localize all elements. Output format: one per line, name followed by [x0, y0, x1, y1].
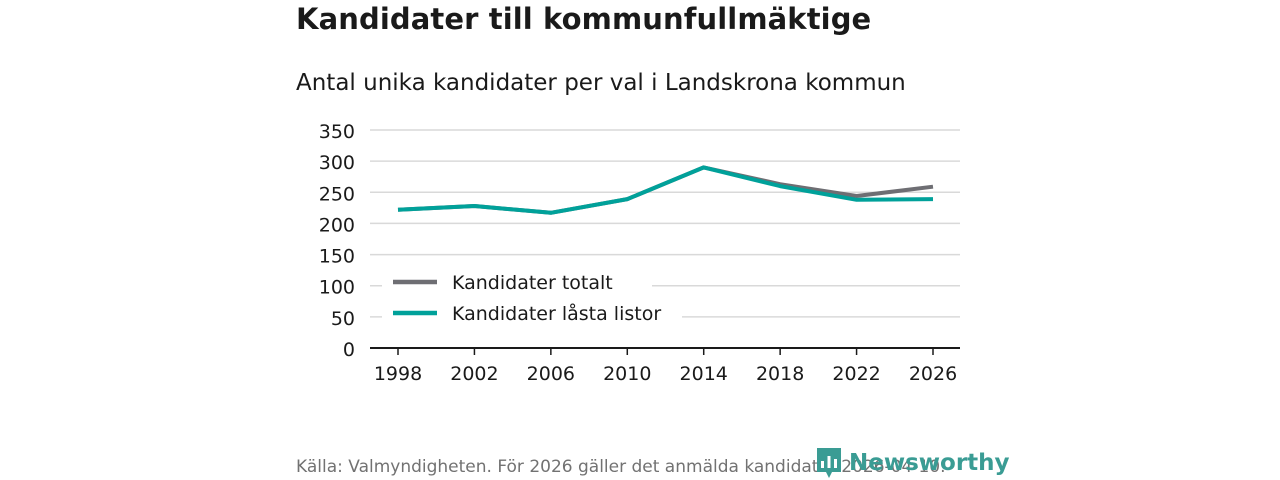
data-point	[778, 184, 782, 188]
y-tick-label: 100	[319, 277, 355, 299]
legend-label: Kandidater totalt	[452, 272, 613, 294]
data-point	[396, 208, 400, 212]
data-point	[855, 194, 859, 198]
legend: Kandidater totalt Kandidater låsta listor	[382, 267, 682, 328]
y-tick-label: 300	[319, 152, 355, 174]
series-kandidater-lasta-listor	[396, 165, 935, 215]
legend-label: Kandidater låsta listor	[452, 302, 661, 325]
x-tick-label: 2006	[527, 363, 575, 385]
data-point	[625, 197, 629, 201]
data-point	[472, 204, 476, 208]
chart-title: Kandidater till kommunfullmäktige	[296, 2, 872, 36]
y-tick-label: 150	[319, 246, 355, 268]
data-point	[931, 185, 935, 189]
y-tick-label: 250	[319, 183, 355, 205]
x-tick-label: 2010	[603, 363, 651, 385]
x-tick-label: 1998	[374, 363, 422, 385]
chart-subtitle: Antal unika kandidater per val i Landskr…	[296, 70, 906, 96]
series-line	[397, 165, 934, 215]
gridlines	[370, 129, 960, 349]
brand-logo[interactable]: Newsworthy	[815, 446, 1010, 480]
newsworthy-logo-icon	[817, 448, 841, 478]
legend-item: Kandidater totalt	[382, 267, 652, 297]
data-point	[931, 197, 935, 201]
brand-name: Newsworthy	[849, 450, 1010, 476]
y-tick-label: 200	[319, 214, 355, 236]
data-point	[549, 211, 553, 215]
y-tick-label: 0	[343, 339, 355, 361]
line-chart: 0 50 100 150 200 250 300 350 1998 2002 2006 2010 20…	[319, 121, 960, 385]
x-tick-label: 2026	[909, 363, 957, 385]
series-lines	[396, 165, 935, 215]
source-note: Källa: Valmyndigheten. För 2026 gäller d…	[296, 457, 946, 477]
data-point	[855, 198, 859, 202]
x-tick-label: 2014	[680, 363, 728, 385]
x-tick-label: 2002	[450, 363, 498, 385]
legend-item: Kandidater låsta listor	[382, 298, 682, 328]
data-point	[702, 165, 706, 169]
y-tick-label: 50	[331, 308, 355, 330]
y-tick-label: 350	[319, 121, 355, 143]
y-axis-tick-labels: 0 50 100 150 200 250 300 350	[319, 121, 355, 361]
x-tick-label: 2018	[756, 363, 804, 385]
x-tick-label: 2022	[832, 363, 880, 385]
x-axis-ticks: 1998 2002 2006 2010 2014 2018 2022 2026	[374, 348, 957, 385]
